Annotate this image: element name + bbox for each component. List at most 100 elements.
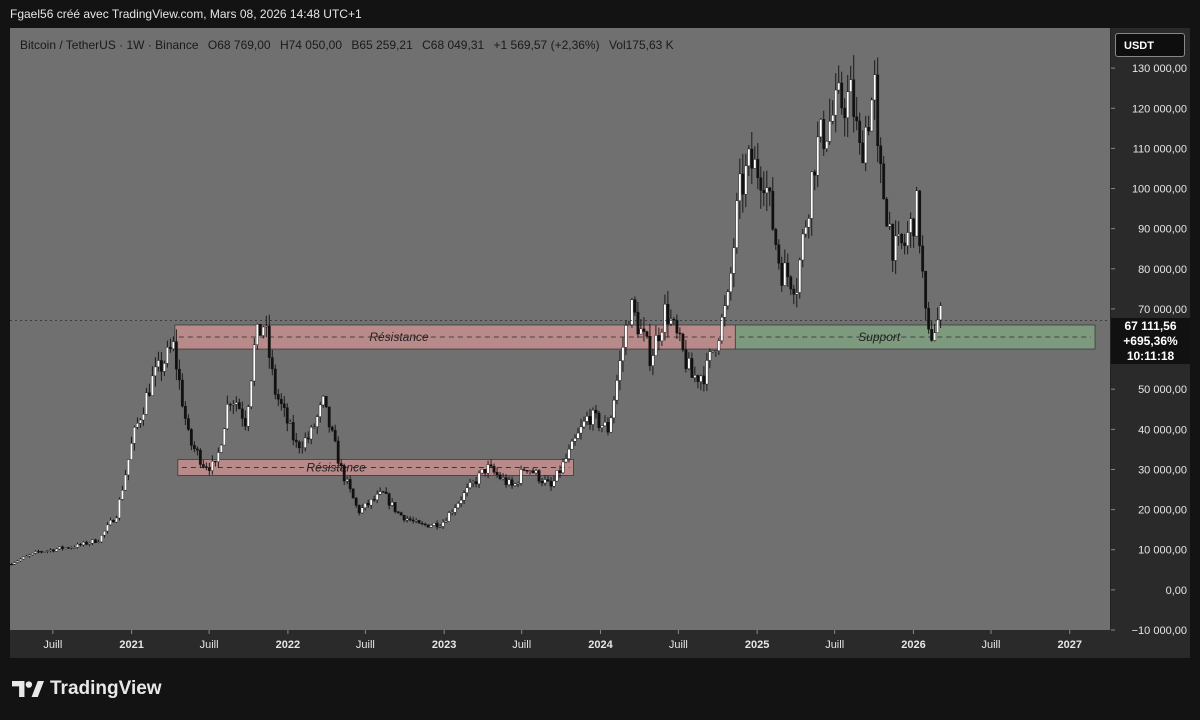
candle-body-177 xyxy=(540,481,544,484)
candle-body-211 xyxy=(642,328,646,332)
candle-body-213 xyxy=(648,336,652,366)
candle-body-88 xyxy=(273,368,277,395)
candle-body-56 xyxy=(177,368,181,381)
candle-body-308 xyxy=(933,332,937,341)
candle-body-148 xyxy=(453,507,457,513)
candle-body-140 xyxy=(429,525,433,528)
candle-body-232 xyxy=(705,360,709,385)
candle-body-248 xyxy=(753,159,757,169)
candle-body-145 xyxy=(444,520,448,523)
candle-body-212 xyxy=(645,331,649,337)
volume-label: Vol xyxy=(608,38,626,52)
x-tick-label-13: 2027 xyxy=(1058,639,1082,651)
candle-body-108 xyxy=(333,430,337,442)
candle-body-1 xyxy=(13,562,16,565)
candle-body-261 xyxy=(792,288,796,295)
candle-body-244 xyxy=(741,173,745,195)
candle-body-206 xyxy=(627,324,631,326)
candle-body-185 xyxy=(564,458,568,463)
candle-body-292 xyxy=(885,198,889,227)
candle-body-105 xyxy=(324,396,328,408)
candle-body-162 xyxy=(495,472,499,475)
candle-body-18 xyxy=(64,547,67,549)
candle-body-43 xyxy=(138,419,142,424)
candle-body-197 xyxy=(600,425,604,428)
bar-countdown: 10:11:18 xyxy=(1126,349,1175,363)
x-tick-label-8: Juill xyxy=(669,639,688,651)
candle-body-223 xyxy=(678,332,682,335)
candle-body-141 xyxy=(432,522,436,526)
candlestick-chart[interactable]: Résistance Résistance Support 130 000,00 120… xyxy=(10,28,1190,658)
candle-body-59 xyxy=(186,418,190,430)
candle-body-280 xyxy=(849,79,853,93)
close-label: C xyxy=(422,38,431,52)
currency-button[interactable]: USDT xyxy=(1115,33,1185,57)
candle-body-62 xyxy=(195,448,199,451)
symbol-name[interactable]: Bitcoin / TetherUS · 1W · Binance xyxy=(20,38,199,52)
tradingview-brand[interactable]: TradingView xyxy=(12,676,162,702)
candle-body-79 xyxy=(246,406,250,427)
candle-body-85 xyxy=(264,325,268,328)
candle-body-60 xyxy=(189,429,193,446)
candle-body-119 xyxy=(366,502,370,506)
candle-body-294 xyxy=(891,223,895,261)
candle-body-305 xyxy=(924,271,928,309)
candle-body-104 xyxy=(321,396,325,406)
candle-body-22 xyxy=(76,543,79,548)
candle-body-285 xyxy=(864,127,868,164)
candle-body-94 xyxy=(291,422,295,441)
candle-body-258 xyxy=(783,262,787,286)
candle-body-55 xyxy=(174,341,178,370)
candle-body-267 xyxy=(810,171,814,219)
candle-body-175 xyxy=(534,470,538,474)
chart-credit-bar: Fgael56 créé avec TradingView.com, Mars … xyxy=(0,0,1200,28)
candle-body-13 xyxy=(49,549,52,551)
candle-body-151 xyxy=(462,492,466,501)
credit-text: Fgael56 créé avec TradingView.com, Mars … xyxy=(10,7,362,21)
candle-body-57 xyxy=(180,379,184,407)
candle-body-32 xyxy=(106,524,109,532)
candle-body-24 xyxy=(82,541,85,546)
candle-body-203 xyxy=(618,360,622,381)
candle-body-295 xyxy=(894,235,898,261)
candle-body-168 xyxy=(513,483,517,486)
candle-body-176 xyxy=(537,470,541,482)
candle-body-45 xyxy=(144,392,148,415)
candle-body-63 xyxy=(198,450,202,465)
candle-body-14 xyxy=(52,549,55,552)
time-axis[interactable] xyxy=(10,630,1110,658)
candle-body-115 xyxy=(354,497,358,506)
candle-body-135 xyxy=(414,520,418,522)
candle-body-28 xyxy=(94,539,97,543)
candle-body-121 xyxy=(372,499,376,501)
candle-body-277 xyxy=(840,82,844,109)
candle-body-137 xyxy=(420,523,424,525)
candle-body-49 xyxy=(156,360,160,368)
candle-body-5 xyxy=(25,555,28,558)
y-tick-label-8: 40 000,00 xyxy=(1138,424,1187,436)
candle-body-36 xyxy=(118,499,121,519)
candle-body-102 xyxy=(315,416,319,427)
candle-body-207 xyxy=(630,299,634,325)
candle-body-200 xyxy=(609,417,613,433)
candle-body-194 xyxy=(591,409,595,425)
candle-body-34 xyxy=(112,520,115,523)
candle-body-128 xyxy=(393,502,397,512)
candle-body-152 xyxy=(465,487,469,493)
candle-body-73 xyxy=(228,404,232,406)
candle-body-39 xyxy=(126,459,130,476)
candle-body-271 xyxy=(822,119,826,149)
candle-body-122 xyxy=(375,494,379,501)
candle-body-3 xyxy=(19,558,22,562)
candle-body-293 xyxy=(888,223,892,227)
candle-body-70 xyxy=(219,444,223,453)
high-label: H xyxy=(279,38,289,52)
candle-body-186 xyxy=(567,448,571,459)
candle-body-173 xyxy=(528,470,532,472)
candle-body-76 xyxy=(237,402,241,410)
x-tick-label-3: 2022 xyxy=(276,639,300,651)
candle-body-120 xyxy=(369,499,373,506)
candle-body-144 xyxy=(441,522,445,527)
candle-body-53 xyxy=(168,347,172,350)
low-label: B xyxy=(351,38,360,52)
